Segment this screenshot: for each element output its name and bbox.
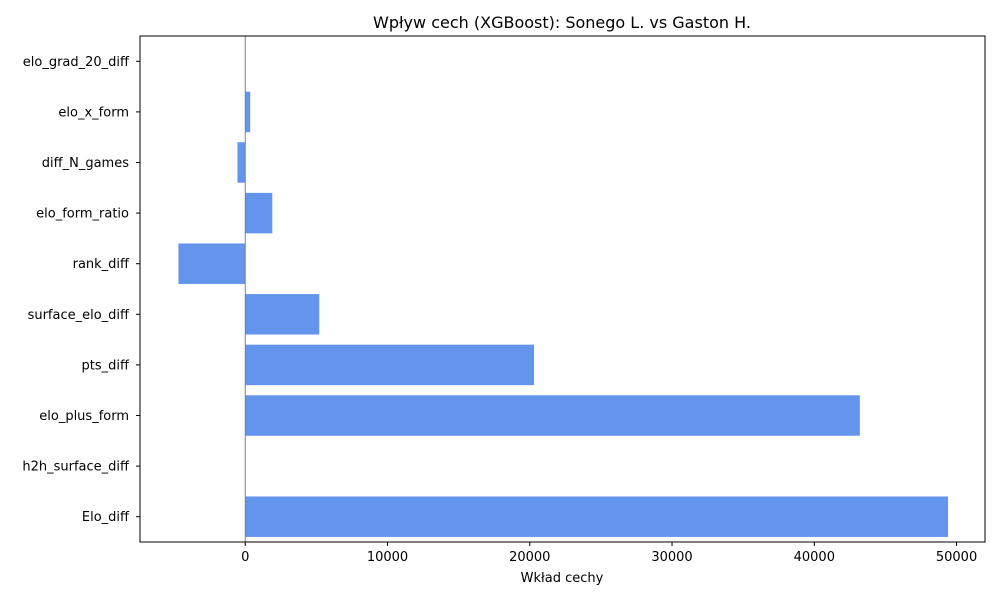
bar-Elo_diff	[245, 496, 949, 537]
y-axis: Elo_diff h2h_surface_diff elo_plus_form pts…	[22, 55, 140, 525]
x-tick-label: 30000	[651, 550, 692, 565]
y-tick-label: elo_form_ratio	[36, 207, 129, 222]
bar-elo_plus_form	[245, 395, 860, 436]
y-tick-label: elo_grad_20_diff	[23, 55, 130, 70]
y-tick-label: Elo_diff	[82, 510, 130, 525]
y-tick-label: surface_elo_diff	[28, 308, 130, 323]
y-tick-label: diff_N_games	[42, 156, 129, 171]
x-tick-label: 10000	[367, 550, 408, 565]
bar-pts_diff	[245, 344, 535, 386]
bar-elo_x_form	[245, 91, 251, 133]
x-axis-title: Wkład cechy	[521, 571, 604, 586]
bar-elo_form_ratio	[245, 192, 273, 234]
x-tick-label: 0	[241, 550, 249, 565]
x-tick-label: 20000	[509, 550, 550, 565]
bars	[178, 91, 949, 537]
y-tick-label: h2h_surface_diff	[22, 460, 130, 475]
y-tick-label: pts_diff	[82, 358, 130, 373]
plot-frame	[139, 35, 986, 543]
bar-rank_diff	[178, 243, 246, 284]
y-tick-label: elo_x_form	[58, 105, 129, 120]
x-tick-label: 50000	[936, 550, 977, 565]
bar-diff_N_games	[237, 142, 246, 183]
y-tick-label: elo_plus_form	[39, 409, 129, 424]
chart-title: Wpływ cech (XGBoost): Sonego L. vs Gasto…	[373, 13, 751, 32]
x-tick-label: 40000	[794, 550, 835, 565]
x-axis: 0 10000 20000 30000 40000 50000	[241, 542, 977, 565]
bar-surface_elo_diff	[245, 294, 320, 335]
y-tick-label: rank_diff	[73, 257, 130, 272]
